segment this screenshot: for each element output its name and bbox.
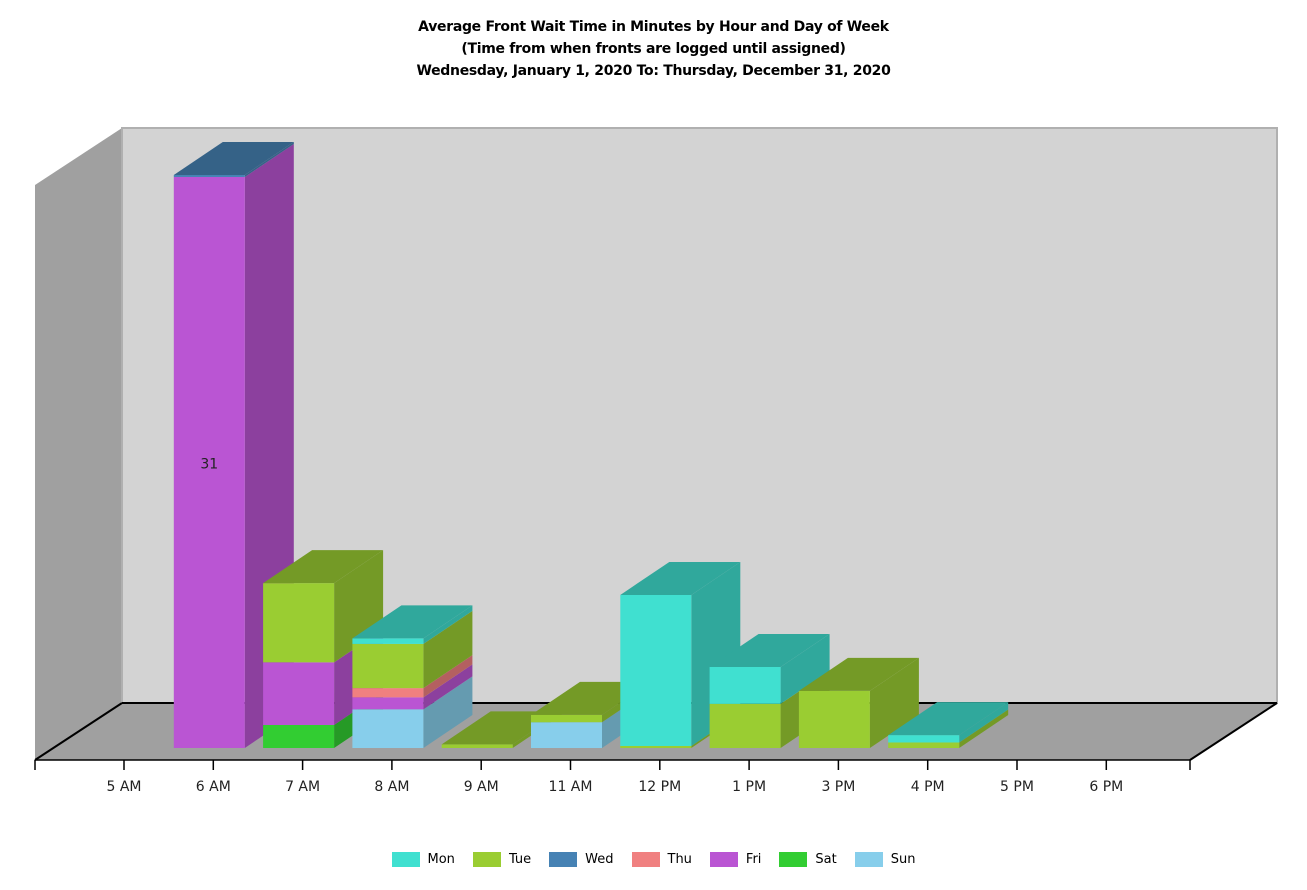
x-tick-label: 12 PM bbox=[638, 779, 681, 795]
legend-label: Sun bbox=[890, 852, 916, 867]
left-wall bbox=[35, 128, 122, 760]
x-axis: 5 AM 6 AM 7 AM 8 AM 9 AM 11 AM 12 PM 1 PM 3 PM 4 … bbox=[34, 759, 1191, 795]
chart-legend: Mon Tue Wed Thu Fri Sat Sun bbox=[0, 852, 1307, 867]
x-tick-label: 4 PM bbox=[911, 779, 945, 795]
bar-segment-mon[interactable] bbox=[352, 638, 424, 644]
legend-label: Sat bbox=[815, 852, 837, 867]
bar-segment-wed[interactable] bbox=[173, 174, 245, 177]
bar-segment-sun[interactable] bbox=[352, 709, 424, 748]
legend-swatch bbox=[779, 852, 808, 867]
legend-label: Fri bbox=[745, 852, 762, 867]
legend-item-sun[interactable]: Sun bbox=[854, 852, 916, 867]
bar-segment-sat[interactable] bbox=[263, 724, 335, 748]
bar-segment-side bbox=[423, 676, 473, 748]
bar-3-pm[interactable] bbox=[798, 657, 919, 748]
x-tick-label: 6 PM bbox=[1089, 779, 1123, 795]
legend-label: Tue bbox=[508, 852, 532, 867]
bar-segment-mon[interactable] bbox=[620, 594, 692, 746]
bar-segment-tue[interactable] bbox=[531, 714, 602, 723]
bar-segment-side bbox=[423, 664, 473, 710]
bar-top bbox=[173, 141, 294, 175]
bar-top bbox=[263, 550, 384, 584]
x-tick-label: 11 AM bbox=[549, 779, 593, 795]
x-tick-label: 3 PM bbox=[821, 779, 855, 795]
x-tick-label: 5 PM bbox=[1000, 779, 1034, 795]
legend-item-thu[interactable]: Thu bbox=[631, 852, 692, 867]
bar-segment-fri[interactable] bbox=[173, 176, 245, 749]
bar-segment-tue[interactable] bbox=[441, 744, 513, 748]
bar-top bbox=[798, 657, 919, 691]
bar-top bbox=[620, 561, 741, 595]
legend-swatch bbox=[549, 852, 578, 867]
legend-item-fri[interactable]: Fri bbox=[709, 852, 762, 867]
x-tick-label: 1 PM bbox=[732, 779, 766, 795]
bar-segment-mon[interactable] bbox=[709, 666, 781, 704]
legend-swatch bbox=[709, 852, 738, 867]
legend-item-sat[interactable]: Sat bbox=[779, 852, 837, 867]
chart-subtitle: (Time from when fronts are logged until … bbox=[461, 41, 846, 57]
bar-segment-side bbox=[959, 709, 1009, 748]
bar-segment-thu[interactable] bbox=[352, 688, 424, 698]
bar-segment-tue[interactable] bbox=[888, 742, 960, 748]
x-tick-label: 6 AM bbox=[196, 779, 231, 795]
legend-swatch bbox=[472, 852, 501, 867]
bar-segment-tue[interactable] bbox=[709, 703, 781, 748]
bar-top bbox=[888, 702, 1009, 736]
x-tick-label: 5 AM bbox=[106, 779, 141, 795]
chart-bars: 31 bbox=[173, 141, 1009, 749]
x-tick-label: 9 AM bbox=[464, 779, 499, 795]
bar-segment-side bbox=[423, 610, 473, 689]
bar-segment-tue[interactable] bbox=[352, 643, 424, 689]
chart-title: Average Front Wait Time in Minutes by Ho… bbox=[418, 19, 889, 35]
bar-6-am[interactable] bbox=[173, 141, 294, 749]
legend-swatch bbox=[631, 852, 660, 867]
legend-label: Wed bbox=[585, 852, 614, 867]
bar-8-am[interactable] bbox=[352, 605, 473, 748]
bar-segment-sun[interactable] bbox=[531, 722, 602, 748]
bar-top bbox=[709, 633, 830, 667]
data-label: 31 bbox=[200, 456, 218, 472]
legend-item-wed[interactable]: Wed bbox=[549, 852, 614, 867]
chart-date-range: Wednesday, January 1, 2020 To: Thursday,… bbox=[416, 63, 891, 79]
legend-item-tue[interactable]: Tue bbox=[472, 852, 532, 867]
legend-item-mon[interactable]: Mon bbox=[391, 852, 455, 867]
legend-swatch bbox=[854, 852, 883, 867]
bar-segment-side bbox=[423, 655, 473, 698]
legend-label: Mon bbox=[427, 852, 455, 867]
bar-segment-side bbox=[959, 702, 1009, 743]
bar-top bbox=[352, 605, 473, 639]
x-tick-label: 7 AM bbox=[285, 779, 320, 795]
bar-segment-side bbox=[244, 141, 294, 177]
bar-segment-fri[interactable] bbox=[352, 697, 424, 710]
legend-swatch bbox=[391, 852, 420, 867]
bar-segment-side bbox=[869, 657, 919, 748]
bar-segment-tue[interactable] bbox=[620, 746, 692, 748]
chart-title-block: Average Front Wait Time in Minutes by Ho… bbox=[0, 16, 1307, 82]
legend-label: Thu bbox=[667, 852, 692, 867]
bar-segment-tue[interactable] bbox=[263, 583, 335, 663]
bar-4-pm[interactable] bbox=[888, 702, 1009, 748]
bar-segment-side bbox=[423, 605, 473, 644]
x-tick-label: 8 AM bbox=[374, 779, 409, 795]
bar-segment-mon[interactable] bbox=[888, 735, 960, 743]
bar-segment-fri[interactable] bbox=[263, 662, 335, 725]
bar-segment-side bbox=[780, 633, 830, 704]
bar-segment-tue[interactable] bbox=[798, 690, 870, 748]
